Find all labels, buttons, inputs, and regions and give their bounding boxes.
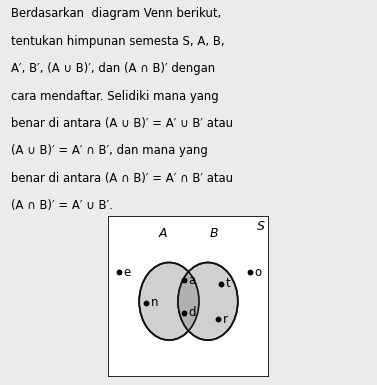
Text: (A ∩ B)′ = A′ ∪ B′.: (A ∩ B)′ = A′ ∪ B′. — [11, 199, 113, 212]
Text: tentukan himpunan semesta S, A, B,: tentukan himpunan semesta S, A, B, — [11, 35, 225, 48]
Ellipse shape — [139, 263, 199, 340]
Text: (A ∪ B)′ = A′ ∩ B′, dan mana yang: (A ∪ B)′ = A′ ∩ B′, dan mana yang — [11, 144, 208, 157]
Text: n: n — [151, 296, 159, 310]
Text: o: o — [255, 266, 262, 279]
Ellipse shape — [178, 263, 238, 340]
Text: e: e — [124, 266, 131, 279]
Ellipse shape — [178, 263, 238, 340]
Text: d: d — [188, 306, 196, 319]
Text: A: A — [158, 227, 167, 240]
Text: A′, B′, (A ∪ B)′, dan (A ∩ B)′ dengan: A′, B′, (A ∪ B)′, dan (A ∩ B)′ dengan — [11, 62, 215, 75]
Text: r: r — [222, 313, 227, 326]
Text: Berdasarkan  diagram Venn berikut,: Berdasarkan diagram Venn berikut, — [11, 7, 222, 20]
Text: a: a — [188, 274, 196, 287]
Text: benar di antara (A ∩ B)′ = A′ ∩ B′ atau: benar di antara (A ∩ B)′ = A′ ∩ B′ atau — [11, 172, 233, 185]
Ellipse shape — [139, 263, 199, 340]
Text: cara mendaftar. Selidiki mana yang: cara mendaftar. Selidiki mana yang — [11, 89, 219, 102]
Text: B: B — [210, 227, 219, 240]
Text: benar di antara (A ∪ B)′ = A′ ∪ B′ atau: benar di antara (A ∪ B)′ = A′ ∪ B′ atau — [11, 117, 233, 130]
Text: t: t — [226, 277, 230, 290]
Text: S: S — [257, 221, 265, 233]
